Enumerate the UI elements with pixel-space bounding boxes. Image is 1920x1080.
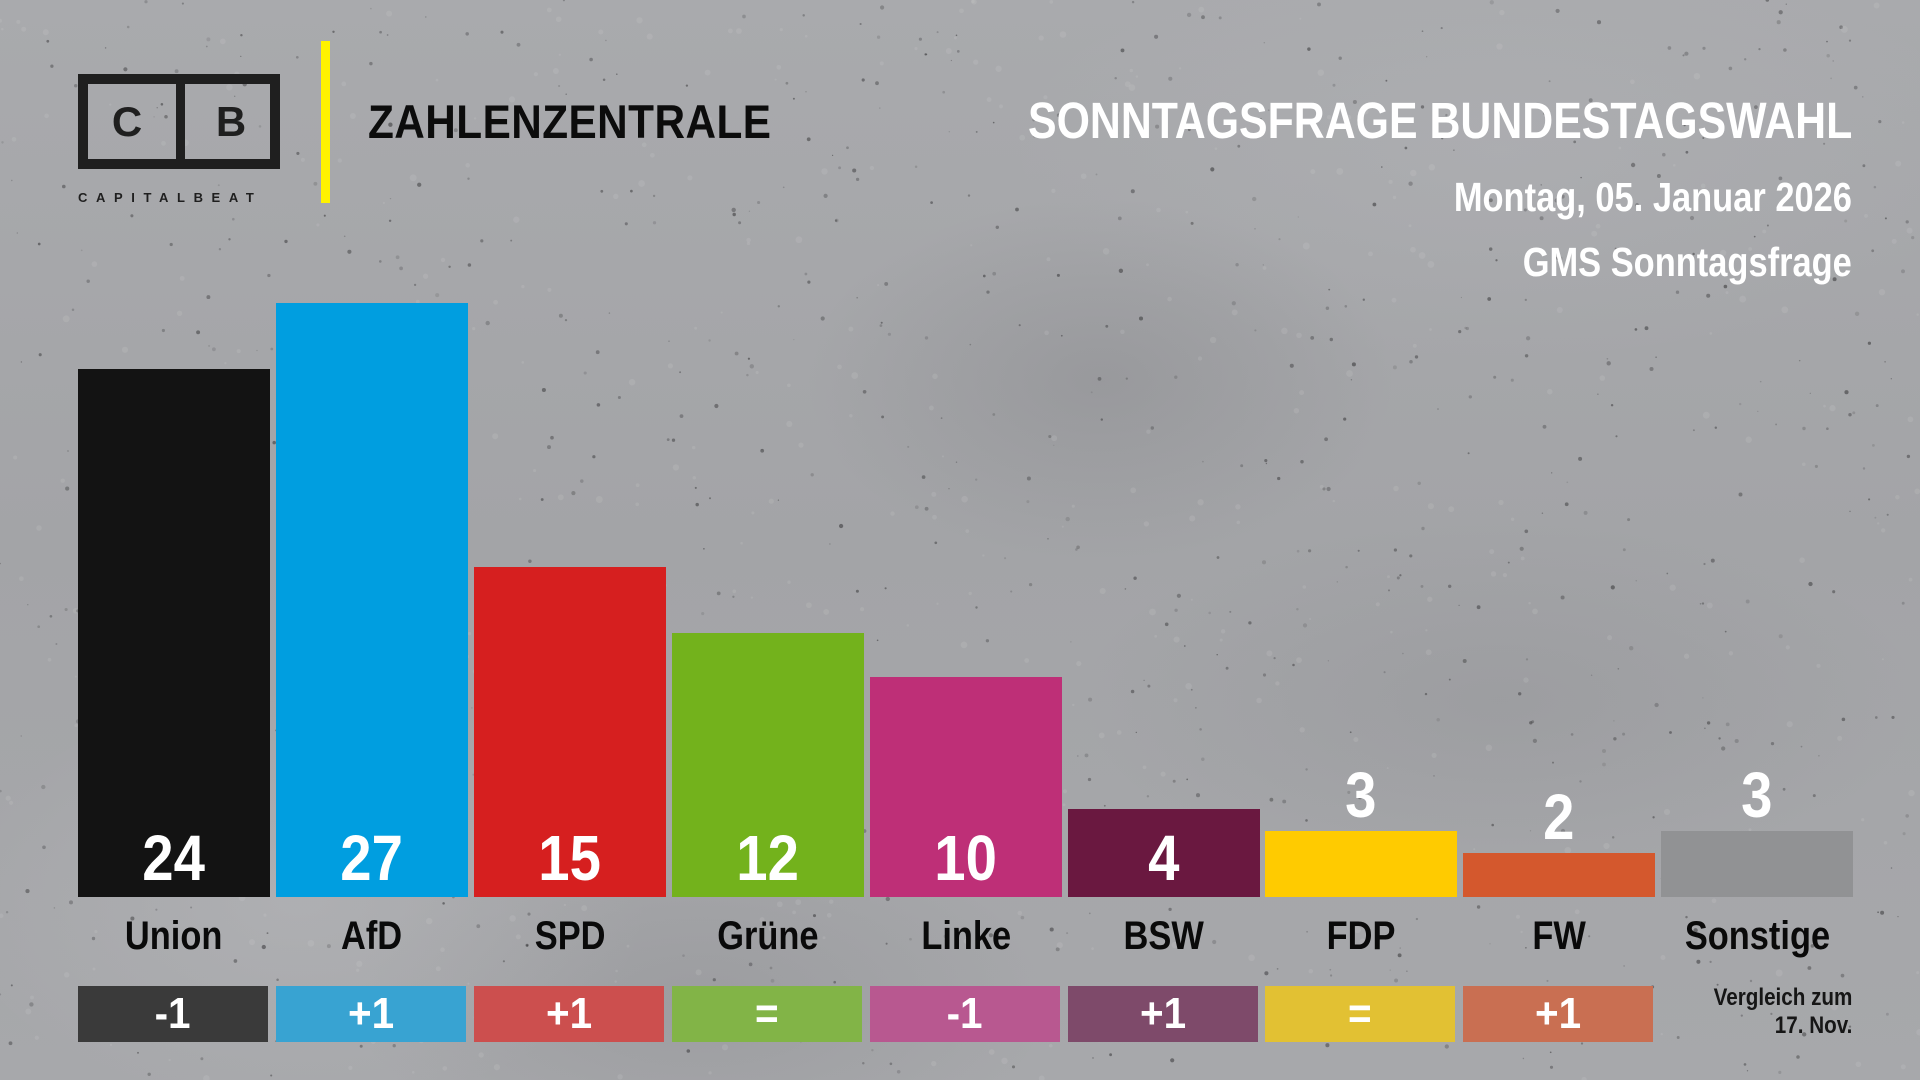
category-label-bsw: BSW — [1068, 913, 1260, 959]
section-title: ZAHLENZENTRALE — [368, 95, 772, 148]
change-text: -1 — [155, 989, 191, 1038]
logo-letter-b: B — [215, 98, 247, 145]
category-text: FW — [1532, 914, 1586, 958]
value-text: 15 — [538, 822, 602, 894]
category-label-linke: Linke — [870, 913, 1062, 959]
change-text: +1 — [347, 989, 395, 1038]
category-text: Union — [125, 914, 223, 958]
value-label-spd: 15 — [474, 826, 666, 890]
category-text: AfD — [341, 914, 403, 958]
chart-date: Montag, 05. Januar 2026 — [1453, 174, 1852, 220]
change-badge-spd: +1 — [474, 986, 664, 1042]
category-label-sonstige: Sonstige — [1661, 913, 1853, 959]
value-text: 3 — [1345, 759, 1377, 831]
change-badge-fw: +1 — [1463, 986, 1653, 1042]
change-text: +1 — [1139, 989, 1187, 1038]
bar-linke — [870, 677, 1062, 897]
bar-fw — [1463, 853, 1655, 897]
bar-gruene — [672, 633, 864, 897]
bar-sonstige — [1661, 831, 1853, 897]
change-badge-fdp: = — [1265, 986, 1455, 1042]
category-label-gruene: Grüne — [672, 913, 864, 959]
change-badge-bsw: +1 — [1068, 986, 1258, 1042]
change-text: +1 — [545, 989, 593, 1038]
change-badge-union: -1 — [78, 986, 268, 1042]
value-label-sonstige: 3 — [1661, 763, 1853, 827]
category-text: Linke — [921, 914, 1011, 958]
change-badge-gruene: = — [672, 986, 862, 1042]
change-text: +1 — [1534, 989, 1582, 1038]
capitalbeat-logo: C B — [78, 74, 280, 169]
comparison-note-line1: Vergleich zum — [1713, 984, 1852, 1011]
value-label-union: 24 — [78, 826, 270, 890]
category-text: Sonstige — [1684, 914, 1830, 958]
change-text: = — [755, 989, 779, 1038]
value-text: 12 — [736, 822, 800, 894]
bar-fdp — [1265, 831, 1457, 897]
category-text: Grüne — [717, 914, 819, 958]
logo-divider — [176, 74, 185, 169]
value-text: 10 — [934, 822, 998, 894]
value-label-bsw: 4 — [1068, 826, 1260, 890]
bar-bsw — [1068, 809, 1260, 897]
logo-letter-c: C — [111, 98, 143, 145]
value-label-afd: 27 — [276, 826, 468, 890]
category-text: SPD — [534, 914, 606, 958]
bar-union — [78, 369, 270, 897]
comparison-note-line2: 17. Nov. — [1774, 1012, 1852, 1039]
logo-wordmark: CAPITALBEAT — [78, 190, 263, 205]
value-label-fdp: 3 — [1265, 763, 1457, 827]
comparison-note: Vergleich zum 17. Nov. — [1713, 984, 1852, 1040]
change-badge-afd: +1 — [276, 986, 466, 1042]
bar-afd — [276, 303, 468, 897]
category-text: FDP — [1326, 914, 1396, 958]
value-label-gruene: 12 — [672, 826, 864, 890]
value-text: 4 — [1148, 822, 1180, 894]
value-text: 2 — [1543, 781, 1575, 853]
value-text: 27 — [340, 822, 404, 894]
change-text: = — [1348, 989, 1372, 1038]
value-label-fw: 2 — [1463, 785, 1655, 849]
chart-title: SONNTAGSFRAGE BUNDESTAGSWAHL — [1027, 92, 1852, 149]
category-label-fdp: FDP — [1265, 913, 1457, 959]
category-label-fw: FW — [1463, 913, 1655, 959]
value-label-linke: 10 — [870, 826, 1062, 890]
category-text: BSW — [1123, 914, 1205, 958]
accent-divider — [321, 41, 330, 203]
bar-spd — [474, 567, 666, 897]
change-text: -1 — [947, 989, 983, 1038]
value-text: 3 — [1741, 759, 1773, 831]
category-label-afd: AfD — [276, 913, 468, 959]
category-label-union: Union — [78, 913, 270, 959]
value-text: 24 — [142, 822, 206, 894]
chart-source: GMS Sonntagsfrage — [1522, 239, 1852, 285]
category-label-spd: SPD — [474, 913, 666, 959]
change-badge-linke: -1 — [870, 986, 1060, 1042]
